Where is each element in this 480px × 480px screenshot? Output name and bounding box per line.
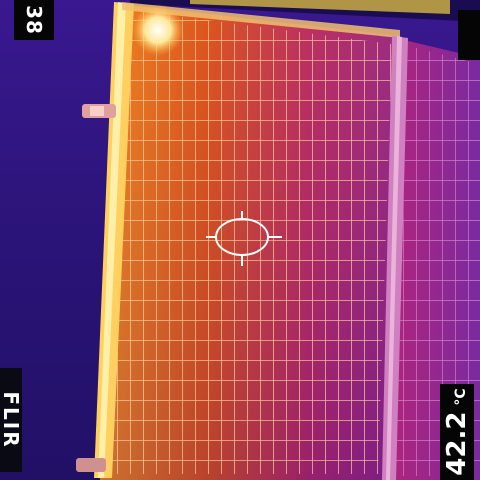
temperature-readout: 42.2 °C xyxy=(440,384,474,480)
hot-spot xyxy=(132,4,184,56)
temperature-value: 42.2 xyxy=(442,411,472,476)
brand-mark: FLIR xyxy=(0,391,23,449)
top-left-readout: 38 xyxy=(14,0,54,40)
spot-meter-crosshair-icon xyxy=(206,211,282,266)
brand-mark-box: FLIR xyxy=(0,368,23,472)
top-right-marker xyxy=(458,10,480,60)
right-gate-grid xyxy=(396,46,480,476)
top-left-value: 38 xyxy=(22,5,46,35)
hinge-bottom xyxy=(76,458,106,472)
temperature-unit: °C xyxy=(453,388,469,406)
left-gate-grid xyxy=(108,10,392,474)
